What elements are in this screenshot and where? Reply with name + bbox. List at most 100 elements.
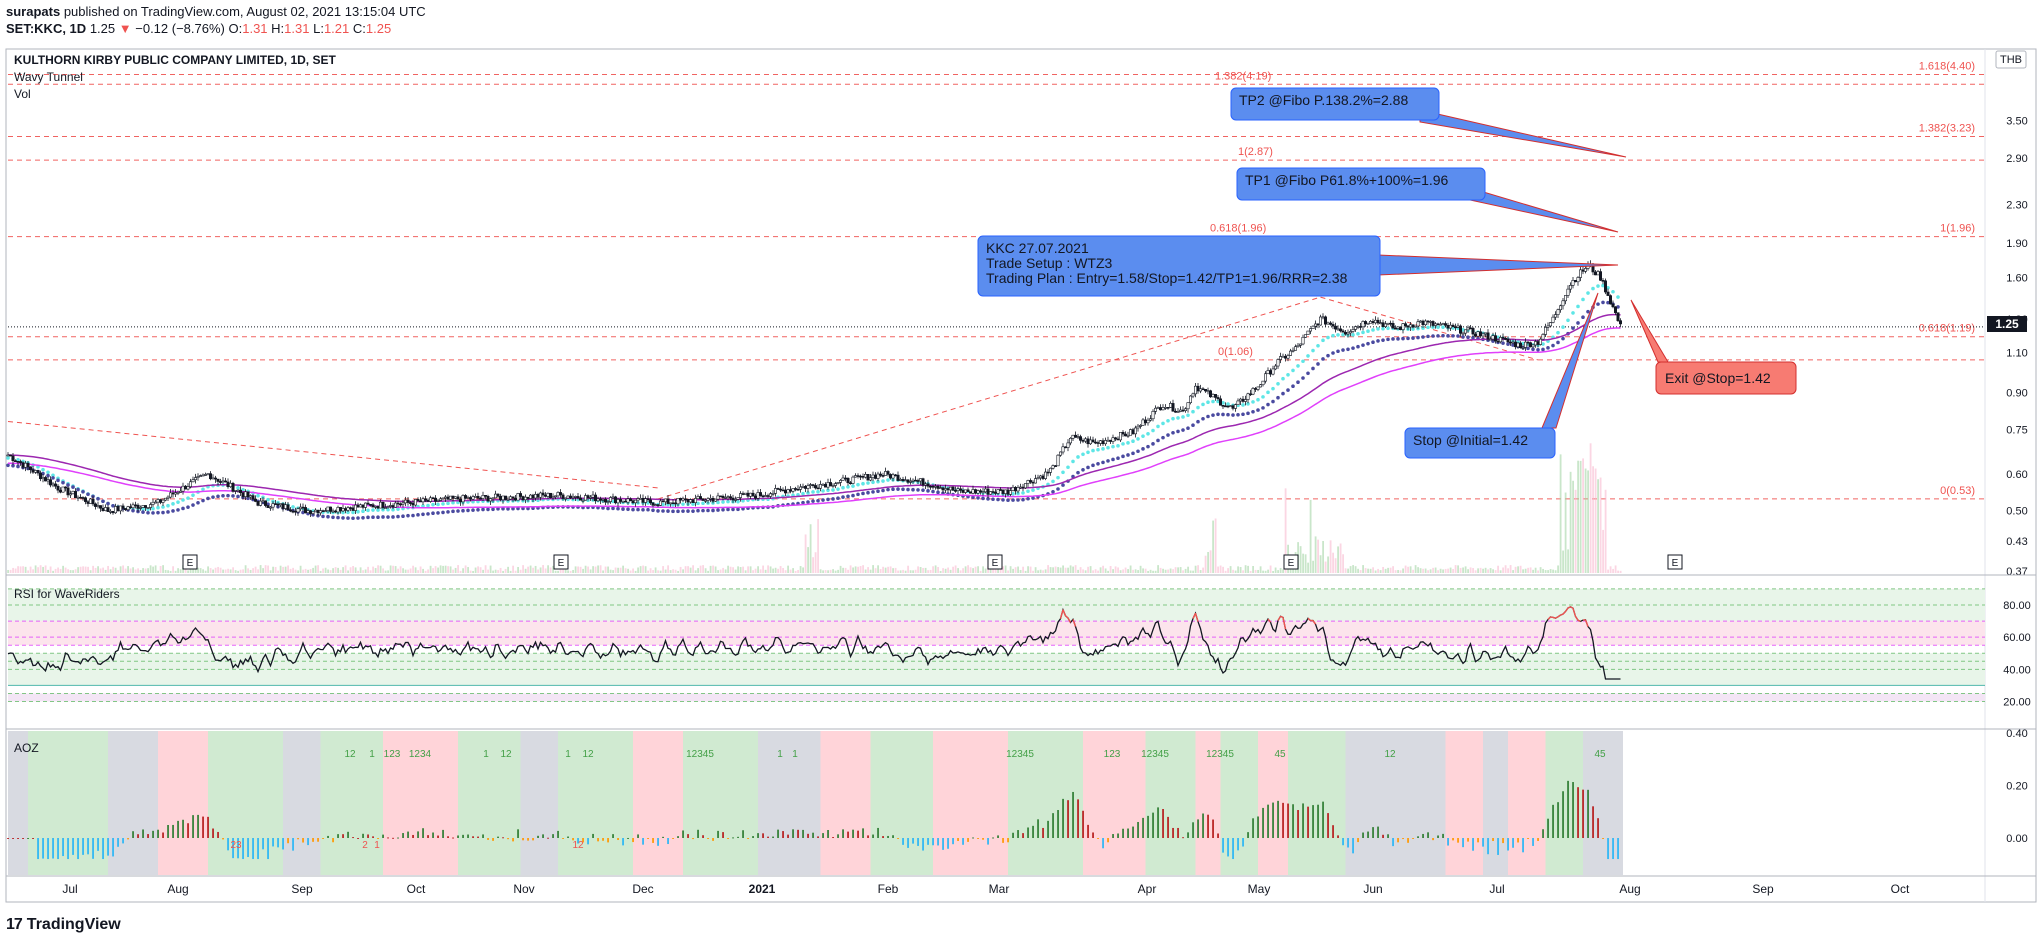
volume-bar <box>724 569 727 573</box>
aoz-label: 12345 <box>686 749 714 760</box>
candle-body <box>214 477 218 480</box>
candle-body <box>166 496 170 499</box>
tunnel-dot <box>1026 489 1030 494</box>
aoz-bar <box>377 838 379 839</box>
rsi-title[interactable]: RSI for WaveRiders <box>14 587 120 601</box>
volume-bar <box>817 519 819 573</box>
aoz-bar <box>697 829 699 838</box>
publisher-name[interactable]: surapats <box>6 4 61 19</box>
candle-body <box>636 498 640 501</box>
volume-bar <box>899 570 902 573</box>
volume-bar <box>44 565 47 573</box>
aoz-bar <box>577 838 579 844</box>
tunnel-dot <box>1156 438 1160 443</box>
volume-bar <box>382 568 384 573</box>
candle-body <box>1013 486 1017 492</box>
price-axis-label: 1.90 <box>2006 238 2027 250</box>
aoz-bar <box>662 836 664 838</box>
tunnel-dot <box>1316 343 1320 348</box>
candle-body <box>361 504 365 508</box>
volume-bar <box>1252 565 1254 573</box>
aoz-bar <box>1322 801 1324 838</box>
aoz-bar <box>352 837 354 839</box>
candle-body <box>721 495 725 498</box>
tunnel-dot <box>916 488 920 492</box>
tunnel-dot <box>691 502 695 506</box>
tunnel-dot <box>1051 479 1055 484</box>
currency-badge[interactable] <box>1995 50 2027 69</box>
aoz-bar <box>217 831 219 838</box>
price-axis-label: 0.43 <box>2006 536 2027 548</box>
candle-body <box>531 494 535 499</box>
tunnel-dot <box>1071 459 1075 464</box>
candle-body <box>1339 328 1343 332</box>
candle-body <box>853 475 857 478</box>
price-axis-label: 0.37 <box>2006 566 2027 578</box>
candle-body <box>1094 441 1098 444</box>
volume-bar <box>754 568 757 573</box>
volume-bar <box>747 566 749 573</box>
candle-body <box>1289 350 1293 356</box>
candle-body <box>1441 323 1445 325</box>
indicator-wavy-tunnel[interactable]: Wavy Tunnel <box>14 70 83 84</box>
candle-body <box>241 492 245 497</box>
tunnel-dot <box>1496 335 1500 340</box>
candle-body <box>431 497 435 500</box>
indicator-vol[interactable]: Vol <box>14 87 31 101</box>
volume-bar <box>1569 471 1572 573</box>
volume-bar <box>97 566 99 573</box>
candle-body <box>1606 291 1610 296</box>
earnings-marker <box>1283 554 1299 570</box>
aoz-bar <box>1247 832 1249 838</box>
candle-body <box>1104 440 1108 445</box>
aoz-bar <box>1167 816 1169 838</box>
tunnel-dot <box>1101 447 1105 451</box>
time-axis-label: Sep <box>291 882 313 896</box>
candle-body <box>1119 432 1123 441</box>
tunnel-dot <box>151 511 155 515</box>
tunnel-dot <box>471 508 475 512</box>
volume-bar <box>917 566 919 573</box>
aoz-title[interactable]: AOZ <box>14 741 39 755</box>
volume-bar <box>722 567 724 573</box>
candle-body <box>1101 440 1105 445</box>
tradingview-brand[interactable]: 17 TradingView <box>6 916 121 934</box>
tunnel-dot <box>1421 326 1425 330</box>
aoz-bar <box>1287 803 1289 838</box>
aoz-bar <box>1037 819 1039 838</box>
volume-bar <box>1267 569 1269 573</box>
aoz-bar <box>302 838 304 843</box>
aoz-bar <box>832 837 834 839</box>
candle-body <box>903 479 907 482</box>
tunnel-dot <box>861 491 865 496</box>
aoz-bar <box>22 838 24 839</box>
tunnel-dot <box>1021 497 1025 502</box>
aoz-bar <box>1542 829 1544 838</box>
volume-bar <box>72 570 74 573</box>
aoz-bar <box>1242 838 1244 847</box>
volume-bar <box>1514 566 1517 573</box>
volume-bar <box>187 570 189 573</box>
candle-body <box>1311 325 1315 329</box>
volume-bar <box>62 565 64 573</box>
volume-bar <box>1067 567 1069 573</box>
candle-body <box>683 498 687 501</box>
candle-body <box>673 502 677 505</box>
candle-body <box>141 505 145 508</box>
candle-body <box>1254 388 1258 390</box>
candle-body <box>628 498 632 501</box>
volume-bar <box>784 570 787 573</box>
volume-bar <box>544 568 547 573</box>
tunnel-dot <box>1241 412 1245 417</box>
volume-bar <box>69 570 72 573</box>
volume-bar <box>712 565 714 573</box>
tunnel-dot <box>976 496 980 500</box>
volume-bar <box>927 570 929 573</box>
candle-body <box>678 497 682 501</box>
candle-body <box>1056 454 1060 467</box>
aoz-bar <box>792 829 794 838</box>
volume-bar <box>249 569 252 573</box>
volume-bar <box>1479 567 1482 573</box>
volume-bar <box>1124 567 1127 573</box>
